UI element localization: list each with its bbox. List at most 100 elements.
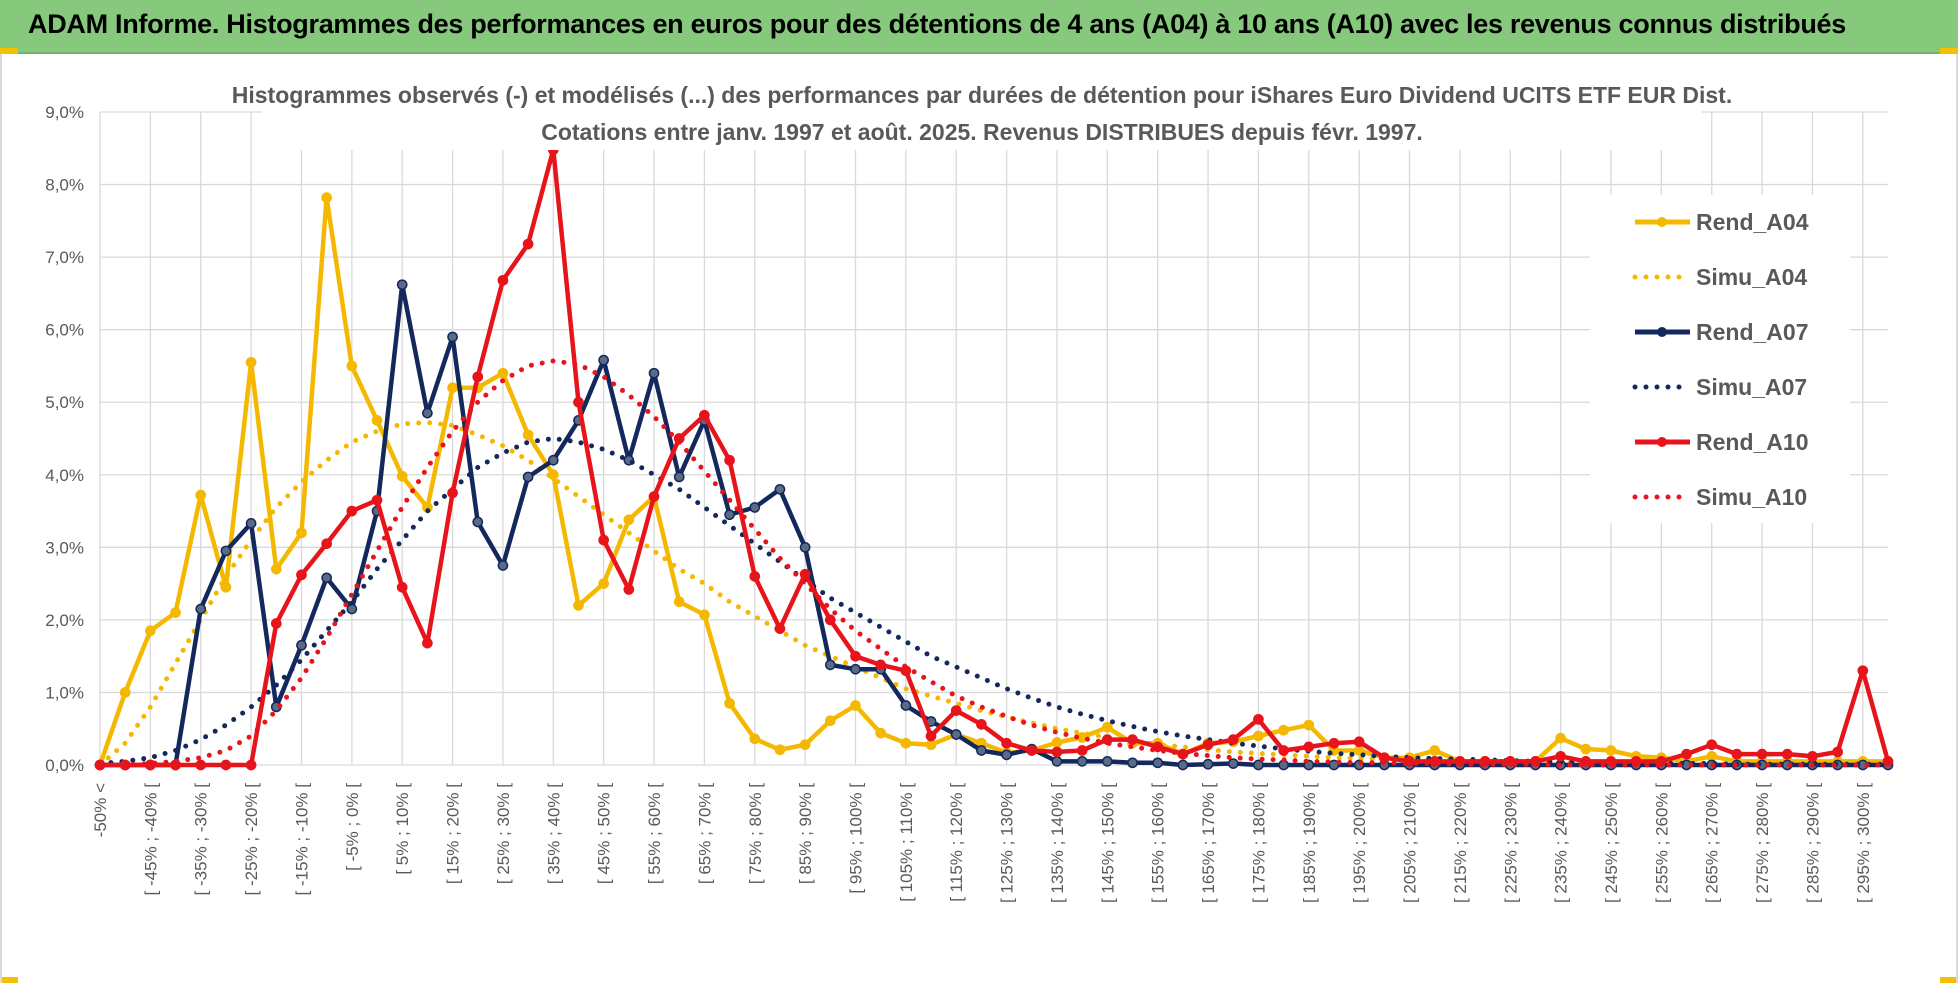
y-tick-label: 9,0%	[45, 103, 84, 122]
data-point	[245, 759, 257, 771]
data-point	[1051, 756, 1063, 767]
data-point	[447, 382, 458, 394]
x-tick-label: [ 265% ; 270% [	[1703, 783, 1722, 903]
x-tick-label: [ 95% ; 100% [	[846, 783, 865, 894]
data-point	[950, 729, 962, 740]
chart-legend: Rend_A04 Simu_A04 Rend_A07 Simu_A07 Rend_A10…	[1632, 209, 1809, 510]
data-point	[195, 489, 207, 501]
data-point	[1227, 734, 1239, 745]
data-point	[774, 483, 786, 495]
x-tick-label: [ 285% ; 290% [	[1803, 783, 1822, 903]
data-point	[1353, 736, 1365, 748]
x-tick-label: [ 245% ; 250% [	[1602, 783, 1621, 903]
data-point	[1051, 737, 1063, 748]
data-point	[1706, 739, 1718, 751]
x-tick-label: [ 125% ; 130% [	[998, 783, 1017, 903]
data-point	[1832, 746, 1843, 758]
corner-accent	[0, 977, 18, 983]
data-point	[774, 623, 786, 634]
data-point	[447, 331, 458, 343]
x-tick-label: [ 275% ; 280% [	[1753, 783, 1772, 903]
data-point	[598, 354, 610, 366]
data-point	[1731, 748, 1743, 760]
data-point	[321, 572, 332, 584]
legend-label: Simu_A04	[1696, 264, 1807, 290]
data-point	[1253, 730, 1264, 742]
data-point	[976, 745, 987, 756]
data-point	[497, 560, 509, 571]
data-point	[396, 470, 408, 482]
data-point	[296, 639, 307, 651]
data-point	[1127, 734, 1138, 745]
data-point	[598, 578, 610, 589]
data-point	[900, 737, 912, 749]
data-point	[1303, 719, 1315, 731]
data-point	[270, 618, 282, 629]
legend-label: Simu_A10	[1696, 484, 1807, 510]
data-point	[623, 514, 635, 526]
data-point	[1253, 759, 1264, 771]
data-point	[724, 509, 735, 521]
x-tick-label: [ 225% ; 230% [	[1501, 783, 1520, 903]
data-point	[422, 637, 433, 649]
data-point	[1807, 750, 1818, 762]
x-tick-label: [ 135% ; 140% [	[1048, 783, 1067, 903]
data-point	[799, 739, 811, 751]
data-point	[1781, 748, 1793, 760]
data-point	[850, 650, 861, 662]
data-point	[1001, 737, 1012, 749]
data-point	[321, 192, 332, 203]
data-point	[1857, 665, 1869, 677]
x-tick-label: [ 195% ; 200% [	[1350, 783, 1369, 903]
y-tick-label: 8,0%	[45, 176, 84, 195]
data-point	[321, 538, 332, 550]
x-tick-label: [ 25% ; 30% [	[494, 783, 513, 884]
data-point	[522, 429, 534, 441]
data-point	[1076, 745, 1088, 756]
report-title: ADAM Informe. Histogrammes des performan…	[28, 9, 1846, 39]
data-point	[573, 600, 584, 611]
data-point	[1253, 713, 1264, 725]
data-point	[371, 494, 383, 506]
data-point	[220, 759, 232, 771]
chart-series	[94, 144, 1894, 771]
data-point	[749, 733, 761, 745]
data-point	[673, 596, 685, 608]
legend-label: Rend_A10	[1696, 429, 1808, 455]
data-point	[724, 697, 735, 709]
data-point	[1555, 732, 1566, 744]
x-tick-label: -50% <	[91, 783, 110, 837]
data-point	[472, 371, 484, 383]
data-point	[573, 396, 584, 408]
legend-background	[1590, 195, 1850, 523]
x-tick-label: [ -15% ; -10% [	[292, 783, 311, 896]
data-point	[1681, 748, 1692, 760]
data-point	[1756, 748, 1768, 760]
x-tick-label: [ -45% ; -40% [	[141, 783, 160, 896]
data-point	[749, 502, 761, 513]
data-point	[1202, 758, 1214, 770]
data-point	[522, 471, 534, 483]
corner-accent	[1940, 48, 1958, 54]
data-point	[1605, 745, 1617, 756]
x-tick-label: [ 65% ; 70% [	[695, 783, 714, 884]
chart-frame	[0, 54, 1958, 983]
data-point	[623, 584, 635, 595]
y-tick-label: 2,0%	[45, 611, 84, 630]
data-point	[1328, 737, 1340, 749]
legend-label: Simu_A07	[1696, 374, 1807, 400]
data-point	[824, 659, 836, 671]
x-tick-label: [ 15% ; 20% [	[444, 783, 463, 884]
x-tick-label: [ 75% ; 80% [	[746, 783, 765, 884]
data-point	[1152, 757, 1164, 769]
title-background	[262, 78, 1702, 150]
y-tick-label: 5,0%	[45, 393, 84, 412]
data-point	[850, 663, 861, 675]
x-tick-label: [ 235% ; 240% [	[1552, 783, 1571, 903]
corner-accent	[0, 48, 18, 54]
data-point	[1555, 750, 1566, 762]
data-point	[1202, 739, 1214, 751]
data-point	[396, 279, 408, 291]
data-point	[1278, 745, 1289, 756]
x-tick-label: [ 45% ; 50% [	[595, 783, 614, 884]
